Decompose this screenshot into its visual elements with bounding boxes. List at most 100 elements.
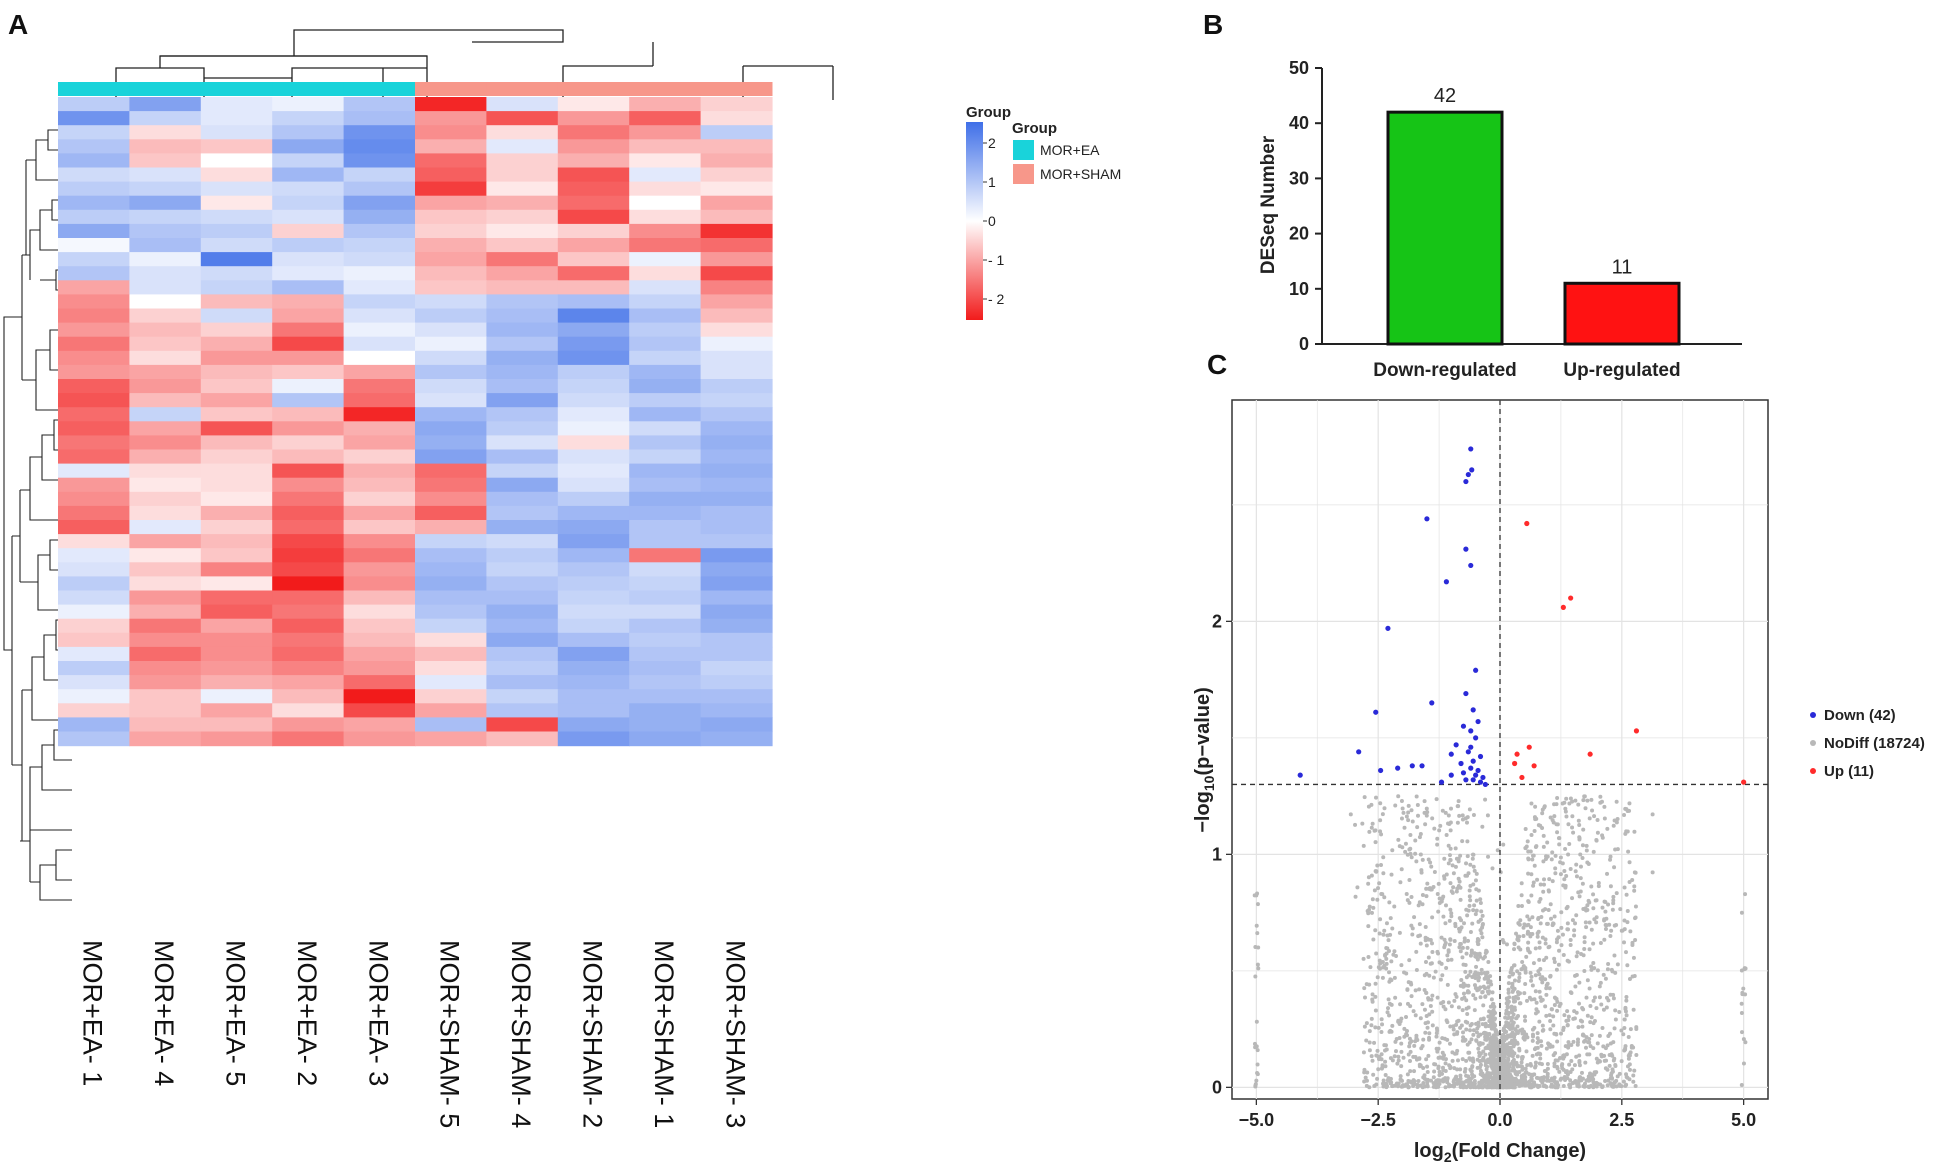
volcano-nodiff-point [1472,1079,1477,1084]
volcano-nodiff-point [1591,906,1596,911]
heatmap-cell [629,407,702,422]
volcano-nodiff-point [1441,914,1446,919]
volcano-nodiff-point [1465,945,1470,950]
heatmap-cell [629,463,702,479]
volcano-nodiff-point [1487,1071,1492,1076]
volcano-nodiff-point [1562,877,1567,882]
volcano-nodiff-point [1611,1058,1616,1063]
group-legend-title: Group [1012,120,1057,137]
volcano-nodiff-point [1535,934,1540,939]
heatmap-cell [200,195,273,211]
heatmap-cell [557,675,630,690]
heatmap-cell [343,520,416,535]
heatmap-cell [486,675,559,690]
heatmap-cell [415,548,487,563]
volcano-nodiff-point [1634,1026,1639,1031]
volcano-nodiff-point [1369,910,1374,915]
volcano-nodiff-point [1624,995,1629,1000]
volcano-nodiff-point [1449,911,1454,916]
volcano-nodiff-point [1383,1059,1388,1064]
volcano-nodiff-point [1393,1049,1398,1054]
volcano-nodiff-point [1410,932,1415,937]
volcano-nodiff-point [1408,1004,1413,1009]
group-annotation-bar [58,82,773,96]
volcano-nodiff-point [1549,916,1554,921]
heatmap-cell [486,308,559,324]
heatmap-cell [415,195,487,211]
volcano-nodiff-point [1540,826,1545,831]
volcano-down-point [1356,749,1362,755]
heatmap-cell [557,689,630,704]
volcano-x-label: log2(Fold Change) [1414,1140,1586,1165]
heatmap-cell [700,266,773,281]
volcano-nodiff-point [1453,864,1458,869]
heatmap-cell [200,336,273,352]
volcano-nodiff-point [1559,1031,1564,1036]
volcano-nodiff-point [1425,1064,1430,1069]
volcano-nodiff-point [1555,830,1560,835]
heatmap-cell [629,280,702,295]
volcano-nodiff-point [1598,941,1603,946]
volcano-nodiff-point [1548,902,1553,907]
volcano-nodiff-point [1533,1060,1538,1065]
volcano-nodiff-point [1554,967,1559,972]
heatmap: MOR+EA- 1 MOR+EA- 4 MOR+EA- 5 MOR+EA- 2 MOR+… [3,29,1121,1128]
heatmap-cell [486,153,559,169]
volcano-nodiff-point [1554,996,1559,1001]
volcano-up-point [1633,728,1640,734]
volcano-nodiff-point [1552,802,1557,807]
volcano-nodiff-point [1474,871,1479,876]
heatmap-cell [629,534,702,549]
volcano-nodiff-point [1381,855,1386,860]
heatmap-cell [272,252,345,267]
volcano-nodiff-point [1581,1033,1586,1038]
volcano-nodiff-point [1559,925,1564,930]
volcano-nodiff-point [1489,1054,1494,1059]
volcano-nodiff-point [1530,1053,1535,1058]
volcano-nodiff-point [1378,917,1383,922]
heatmap-cell [58,350,130,366]
heatmap-cell [343,336,416,352]
volcano-nodiff-point [1373,928,1378,933]
volcano-nodiff-point [1426,955,1431,960]
volcano-nodiff-point [1472,903,1477,908]
heatmap-cell [343,238,416,253]
volcano-nodiff-point [1524,1032,1529,1037]
heatmap-cell [557,209,630,225]
volcano-nodiff-point [1587,1036,1592,1041]
volcano-nodiff-point [1529,872,1534,877]
volcano-nodiff-point [1455,886,1460,891]
heatmap-cell [415,618,487,634]
volcano-nodiff-point [1497,1051,1502,1056]
volcano-nodiff-point [1406,803,1411,808]
volcano-nodiff-point [1457,1080,1462,1085]
heatmap-cell [58,379,130,394]
volcano-nodiff-point [1632,888,1637,893]
heatmap-cell [486,717,559,733]
volcano-nodiff-point [1605,1043,1610,1048]
volcano-down-point [1453,742,1459,748]
volcano-nodiff-point [1458,885,1463,890]
volcano-nodiff-point [1432,826,1437,831]
volcano-nodiff-point [1408,833,1413,838]
volcano-nodiff-point [1412,1069,1417,1074]
volcano-nodiff-point [1522,1037,1527,1042]
volcano-nodiff-point [1549,1076,1554,1081]
volcano-nodiff-point [1398,1077,1403,1082]
volcano-nodiff-point [1557,948,1562,953]
volcano-nodiff-point [1477,1050,1482,1055]
volcano-nodiff-point [1523,846,1528,851]
volcano-nodiff-point [1403,841,1408,846]
volcano-nodiff-point [1576,818,1581,823]
volcano-nodiff-point [1409,855,1414,860]
volcano-nodiff-point [1574,913,1579,918]
volcano-nodiff-point [1481,984,1486,989]
volcano-nodiff-point [1430,915,1435,920]
volcano-nodiff-point [1528,934,1533,939]
heatmap-cell [58,125,130,140]
heatmap-cell [129,266,202,281]
volcano-nodiff-point [1519,1078,1524,1083]
volcano-nodiff-point [1533,1011,1538,1016]
volcano-nodiff-point [1573,869,1578,874]
heatmap-cell [272,393,345,408]
